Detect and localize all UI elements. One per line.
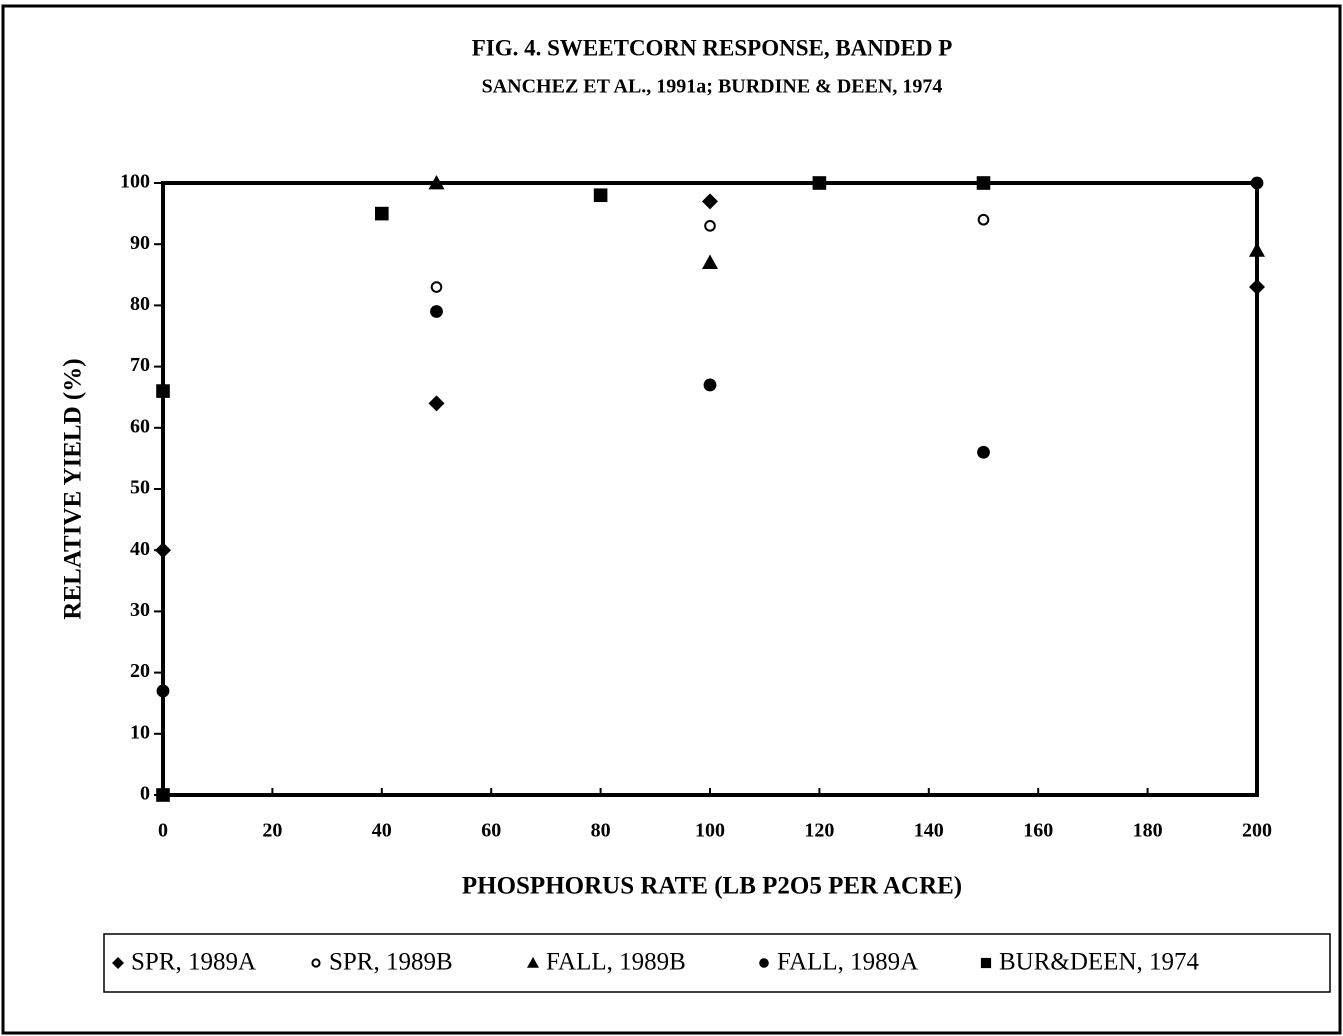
y-tick-label: 90: [130, 232, 150, 254]
y-tick-label: 50: [130, 477, 150, 499]
point: [977, 213, 990, 226]
legend-label: SPR, 1989B: [329, 949, 453, 976]
legend-label: FALL, 1989A: [777, 949, 918, 976]
point: [702, 193, 718, 210]
y-tick-label: 80: [130, 293, 150, 315]
y-axis-label: RELATIVE YIELD (%): [60, 358, 87, 619]
legend-label: FALL, 1989B: [546, 949, 686, 976]
legend-label: SPR, 1989A: [131, 949, 256, 976]
x-tick-label: 100: [695, 820, 725, 842]
legend-label: BUR&DEEN, 1974: [999, 949, 1200, 976]
y-tick-label: 60: [130, 415, 150, 437]
point: [1250, 176, 1264, 190]
chart-title: FIG. 4. SWEETCORN RESPONSE, BANDED P: [472, 35, 953, 60]
x-tick-label: 80: [591, 820, 611, 842]
chart-subtitle: SANCHEZ ET AL., 1991a; BURDINE & DEEN, 1…: [482, 76, 943, 98]
point: [704, 220, 716, 232]
x-tick-label: 140: [914, 820, 944, 842]
point: [1249, 279, 1265, 296]
point: [375, 206, 389, 221]
point: [593, 188, 608, 203]
x-tick-label: 160: [1023, 820, 1053, 842]
y-tick-label: 100: [120, 171, 150, 193]
x-tick-label: 40: [372, 820, 392, 842]
y-tick-label: 70: [130, 354, 150, 376]
x-tick-label: 120: [804, 820, 834, 842]
point: [155, 542, 171, 559]
x-tick-label: 20: [262, 820, 282, 842]
y-tick-label: 20: [130, 660, 150, 682]
point: [976, 176, 991, 190]
point: [703, 378, 717, 392]
y-tick-label: 30: [130, 599, 150, 621]
x-axis-label: PHOSPHORUS RATE (LB P2O5 PER ACRE): [462, 873, 962, 900]
point: [702, 254, 718, 269]
legend-marker: [527, 957, 539, 968]
point: [430, 281, 443, 293]
point: [428, 175, 445, 190]
point: [812, 176, 827, 190]
point: [977, 445, 990, 459]
y-tick-label: 40: [130, 538, 150, 560]
point: [1249, 242, 1265, 257]
point: [428, 395, 445, 412]
x-tick-label: 60: [481, 820, 501, 842]
point: [156, 684, 170, 698]
outer-frame: [1, 4, 1342, 1035]
legend-box: [103, 933, 1331, 993]
y-tick-label: 0: [140, 783, 150, 805]
legend-marker: [112, 957, 124, 969]
x-tick-label: 200: [1242, 820, 1272, 842]
legend-marker: [311, 958, 321, 968]
x-tick-label: 0: [158, 820, 168, 842]
point: [156, 384, 170, 398]
legend-marker: [980, 957, 992, 969]
legend-marker: [759, 958, 769, 968]
point: [156, 788, 170, 802]
plot-frame: [161, 181, 1259, 797]
y-tick-label: 10: [130, 721, 150, 743]
point: [430, 305, 443, 318]
x-tick-label: 180: [1133, 820, 1163, 842]
